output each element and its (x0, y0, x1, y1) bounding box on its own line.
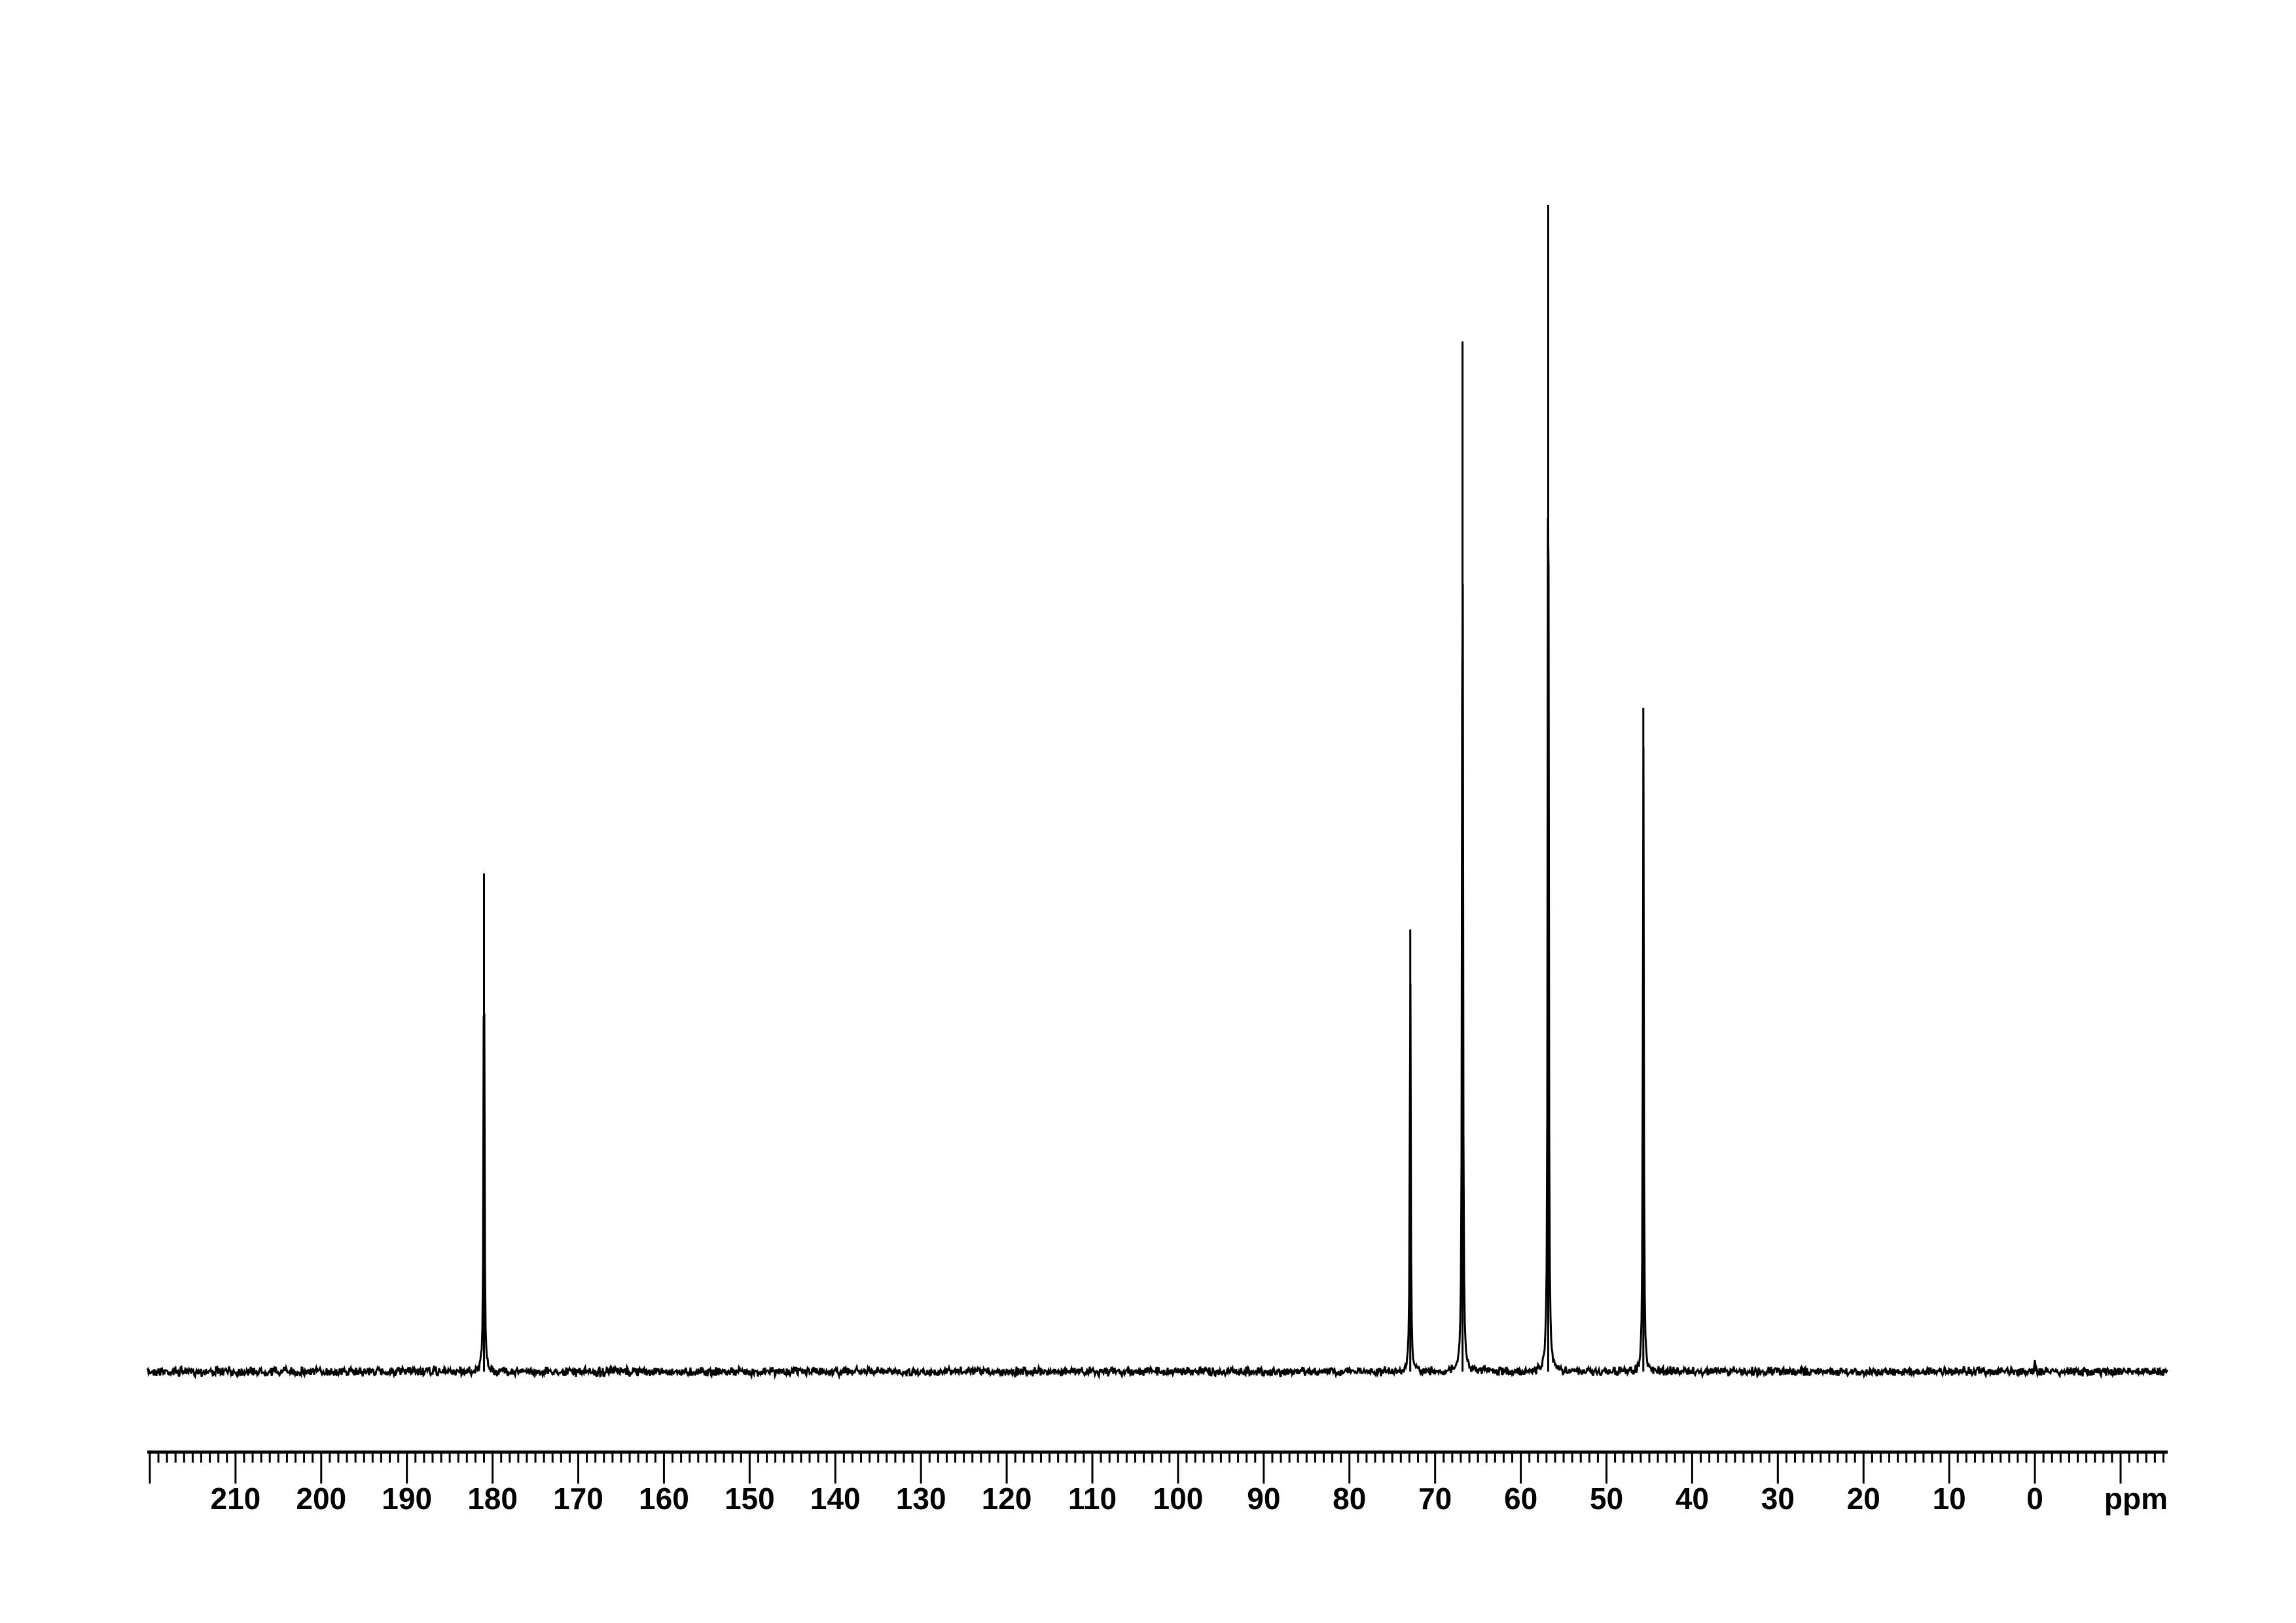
x-tick-label: 40 (1676, 1482, 1709, 1516)
x-tick-label: 210 (210, 1482, 260, 1516)
x-tick-label: 110 (1068, 1482, 1117, 1516)
x-tick-label: 50 (1590, 1482, 1623, 1516)
x-tick-label: 140 (810, 1482, 861, 1516)
x-tick-label: 120 (982, 1482, 1032, 1516)
x-axis-unit-label: ppm (2104, 1482, 2168, 1516)
spectrum-trace (146, 518, 2168, 1380)
x-tick-label: 160 (639, 1482, 689, 1516)
x-tick-label: 130 (896, 1482, 946, 1516)
x-tick-label: 150 (725, 1482, 775, 1516)
x-tick-label: 200 (296, 1482, 346, 1516)
x-tick-label: 80 (1333, 1482, 1366, 1516)
x-tick-label: 10 (1933, 1482, 1966, 1516)
spectrum-layer (146, 205, 2168, 1380)
x-tick-label: 60 (1504, 1482, 1537, 1516)
x-tick-label: 30 (1761, 1482, 1795, 1516)
x-tick-label: 100 (1153, 1482, 1204, 1516)
x-tick-label: 0 (2026, 1482, 2043, 1516)
x-tick-label: 190 (382, 1482, 432, 1516)
x-tick-label: 170 (553, 1482, 603, 1516)
x-tick-label: 90 (1247, 1482, 1280, 1516)
x-axis: 210 200 190 180 170 160 150 140 130 120 110 100 90 80… (147, 1450, 2168, 1516)
x-tick-label: 180 (467, 1482, 518, 1516)
x-tick-label: 70 (1418, 1482, 1452, 1516)
x-tick-label: 20 (1847, 1482, 1880, 1516)
